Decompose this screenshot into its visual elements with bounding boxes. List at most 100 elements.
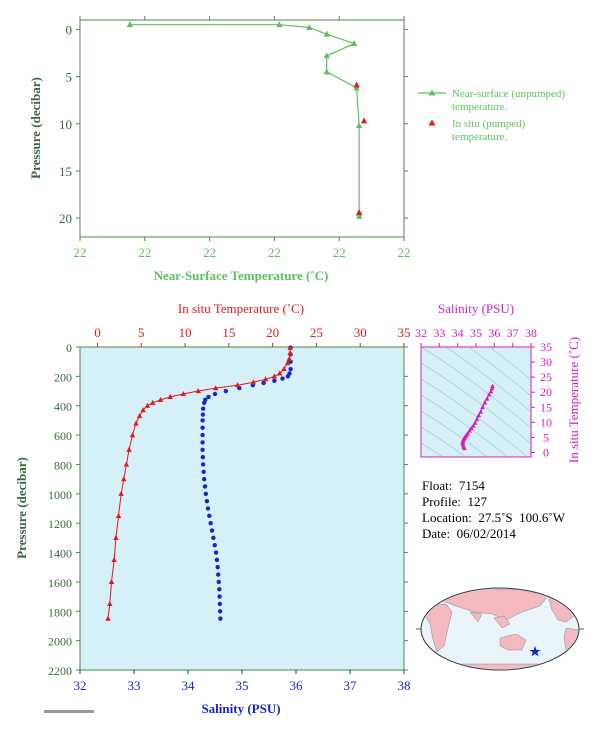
legend-label-unpumped-2: temperature. — [452, 101, 508, 113]
salinity-point — [202, 476, 207, 482]
density-contour — [445, 347, 531, 413]
near-surface-y-tick-label: 15 — [59, 164, 72, 179]
salinity-point — [200, 425, 205, 430]
profile-salinity-tick-label: 38 — [398, 678, 411, 693]
profile-y-tick-label: 0 — [66, 341, 72, 355]
ts-point — [469, 425, 474, 431]
salinity-point — [288, 366, 293, 372]
salinity-point — [200, 418, 205, 423]
ts-point — [478, 409, 484, 414]
temperature-point — [113, 534, 119, 540]
salinity-point — [212, 543, 217, 548]
profile-value: 127 — [467, 494, 488, 509]
profile-temperature-tick-label: 35 — [398, 325, 411, 340]
profile-panel: 0200400600800100012001400160018002000220… — [14, 301, 411, 716]
salinity-point — [207, 513, 212, 519]
salinity-point — [200, 454, 206, 460]
ts-point — [486, 392, 492, 397]
float-key: Float: — [422, 478, 453, 493]
ts-temperature-tick-label: 20 — [540, 385, 552, 399]
salinity-point — [215, 565, 220, 570]
tiny-footer-mark-bar — [44, 710, 94, 713]
location-row: Location: 27.5˚S 100.6˚W — [422, 510, 597, 526]
ts-salinity-tick-label: 34 — [452, 326, 464, 340]
salinity-point — [216, 579, 221, 585]
legend-label-unpumped-1: Near-surface (unpumped) — [452, 88, 565, 100]
temperature-point — [276, 370, 283, 376]
ts-temperature-tick-label: 25 — [540, 370, 552, 384]
near-surface-y-axis: 0 5 10 15 20 — [59, 22, 408, 226]
profile-salinity-tick-label: 33 — [128, 678, 141, 693]
temperature-point — [149, 399, 156, 405]
near-surface-y-tick-label: 20 — [59, 211, 72, 226]
near-surface-frame — [79, 19, 405, 238]
profile-key: Profile: — [422, 494, 461, 509]
profile-y-tick-label: 400 — [54, 400, 72, 414]
unpumped-temperature-point — [276, 21, 283, 28]
location-key: Location: — [422, 510, 472, 525]
profile-salinity-label: Salinity (PSU) — [201, 701, 280, 716]
temperature-point — [123, 461, 130, 467]
float-row: Float: 7154 — [422, 478, 597, 494]
date-row: Date: 06/02/2014 — [422, 526, 597, 542]
profile-temperature-tick-label: 5 — [138, 325, 145, 340]
legend-marker-pumped — [428, 119, 436, 126]
salinity-point — [212, 391, 218, 397]
ts-point — [462, 445, 467, 451]
profile-temperature-tick-label: 0 — [94, 325, 101, 340]
profile-y-tick-label: 800 — [54, 458, 72, 472]
salinity-point — [216, 572, 221, 577]
salinity-point — [280, 376, 285, 381]
profile-y-tick-label: 2200 — [48, 664, 72, 678]
temperature-point — [126, 446, 132, 452]
ts-point — [488, 389, 494, 394]
salinity-point — [204, 498, 210, 504]
ts-salinity-label: Salinity (PSU) — [438, 301, 514, 316]
profile-temperature-axis: 0 5 10 15 20 25 30 35 — [94, 325, 411, 347]
salinity-point — [211, 535, 216, 541]
ts-point — [482, 400, 488, 405]
unpumped-temperature-point — [126, 21, 133, 28]
near-surface-series — [126, 21, 368, 219]
profile-frame — [79, 346, 405, 671]
temperature-point — [157, 396, 164, 402]
ts-temperature-tick-label: 10 — [540, 415, 552, 429]
profile-salinity-axis: 32 33 34 35 36 37 38 — [74, 670, 411, 693]
ts-salinity-tick-label: 37 — [507, 326, 519, 340]
density-contour — [421, 394, 509, 457]
near-surface-panel: 0 5 10 15 20 22 22 22 22 22 22 Near-Surface Tempe… — [28, 16, 411, 283]
float-info: Float: 7154 Profile: 127 Location: 27.5˚… — [422, 478, 597, 542]
temperature-point — [281, 366, 287, 372]
near-surface-x-tick-label: 22 — [74, 245, 87, 260]
ts-density-contours — [421, 347, 531, 457]
near-surface-x-tick-label: 22 — [203, 245, 216, 260]
salinity-point — [285, 374, 291, 379]
near-surface-y-tick-label: 5 — [66, 70, 73, 85]
temperature-point — [129, 432, 136, 438]
profile-salinity-tick-label: 36 — [290, 678, 304, 693]
ts-temperature-tick-label: 30 — [540, 355, 552, 369]
temperature-point — [136, 413, 143, 419]
ts-salinity-tick-label: 35 — [470, 326, 482, 340]
salinity-point — [201, 469, 206, 474]
profile-temperature-tick-label: 25 — [310, 325, 323, 340]
temperature-point — [180, 390, 187, 397]
density-contour — [421, 410, 488, 457]
profile-temperature-tick-label: 15 — [222, 325, 235, 340]
profile-y-tick-label: 1200 — [48, 517, 72, 531]
unpumped-temperature-point — [351, 40, 358, 47]
profile-row: Profile: 127 — [422, 494, 597, 510]
profile-temperature-tick-label: 10 — [179, 325, 192, 340]
world-map — [416, 587, 584, 671]
salinity-point — [200, 440, 205, 445]
ts-point — [460, 440, 466, 446]
profile-temperature-label: In situ Temperature (˚C) — [178, 301, 304, 316]
unpumped-temperature-point — [355, 212, 363, 219]
near-surface-x-axis: 22 22 22 22 22 22 — [74, 16, 411, 260]
ts-point — [470, 423, 476, 428]
profile-y-tick-label: 1800 — [48, 605, 72, 619]
temperature-point — [167, 393, 173, 400]
temperature-point — [115, 512, 122, 518]
